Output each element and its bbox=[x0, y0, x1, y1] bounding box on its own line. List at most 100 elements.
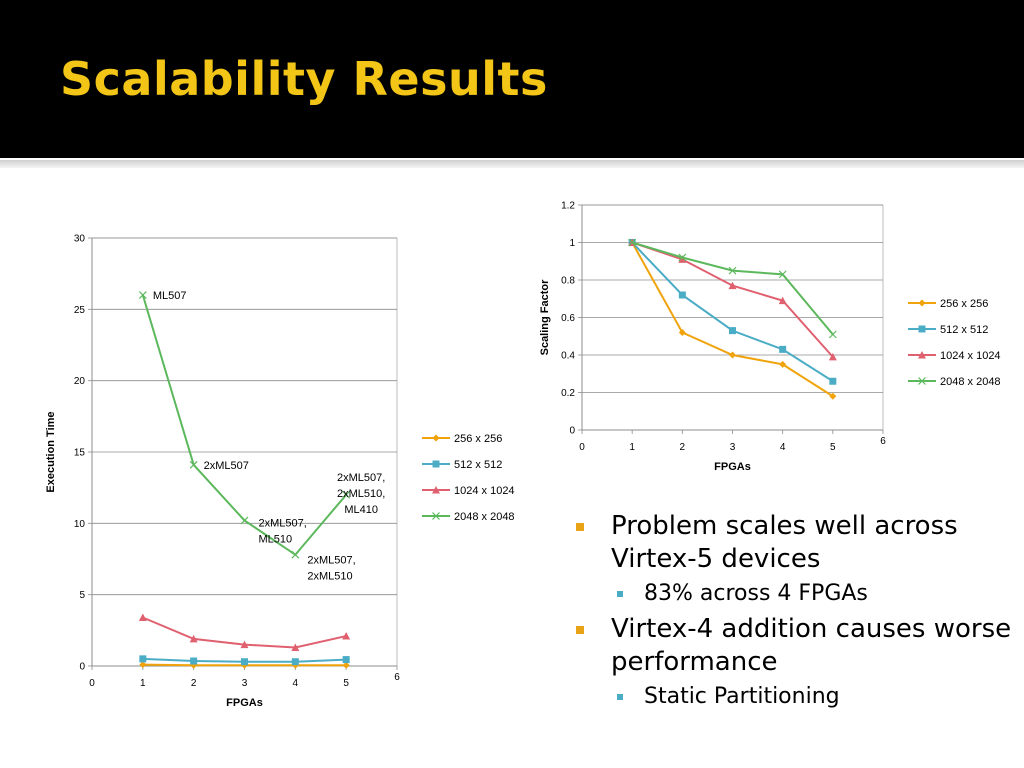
data-point bbox=[829, 392, 837, 400]
series-256x256 bbox=[139, 661, 350, 669]
header-divider bbox=[0, 160, 1024, 168]
data-annotation: 2xML507, bbox=[307, 555, 355, 567]
data-point bbox=[432, 434, 440, 442]
data-point bbox=[139, 655, 147, 663]
x-tick-label: 4 bbox=[293, 678, 299, 689]
x-tick-label: 5 bbox=[343, 678, 349, 689]
x-tick-label: 4 bbox=[780, 442, 786, 453]
x-axis-label: FPGAs bbox=[714, 461, 751, 473]
legend-entry: 512 x 512 bbox=[422, 459, 502, 471]
data-point bbox=[241, 658, 248, 666]
y-tick-label: 0 bbox=[79, 662, 85, 673]
y-tick-label: 25 bbox=[74, 305, 86, 316]
y-axis-label: Scaling Factor bbox=[539, 279, 551, 356]
data-point bbox=[628, 238, 637, 247]
data-point bbox=[240, 516, 249, 525]
x-tick-label: 6 bbox=[394, 672, 400, 683]
legend-label: 1024 x 1024 bbox=[940, 350, 1001, 362]
y-tick-label: 15 bbox=[74, 448, 86, 459]
series-2048x2048 bbox=[138, 291, 351, 559]
y-tick-label: 20 bbox=[74, 376, 86, 387]
sub-bullet-item: Static Partitioning bbox=[576, 682, 1016, 712]
data-annotation: 2xML510 bbox=[307, 571, 352, 583]
data-point bbox=[728, 266, 737, 275]
data-point bbox=[342, 661, 350, 669]
sub-bullet-square-icon bbox=[617, 591, 623, 597]
legend-label: 256 x 256 bbox=[454, 433, 502, 445]
y-tick-label: 10 bbox=[74, 519, 86, 530]
series-256x256 bbox=[628, 239, 837, 400]
legend-label: 512 x 512 bbox=[454, 459, 502, 471]
y-tick-label: 5 bbox=[79, 590, 85, 601]
legend-label: 1024 x 1024 bbox=[454, 485, 515, 497]
data-point bbox=[918, 299, 926, 307]
data-point bbox=[678, 329, 686, 336]
data-point bbox=[138, 291, 147, 299]
data-point bbox=[918, 377, 926, 385]
data-annotation: ML410 bbox=[344, 504, 378, 516]
series-1024x1024 bbox=[628, 238, 837, 361]
legend-label: 256 x 256 bbox=[940, 298, 988, 310]
data-point bbox=[291, 658, 299, 666]
data-point bbox=[432, 460, 440, 468]
y-tick-label: 0.2 bbox=[561, 388, 575, 399]
x-tick-label: 1 bbox=[629, 442, 635, 453]
x-tick-label: 1 bbox=[140, 678, 146, 689]
x-tick-label: 0 bbox=[579, 442, 585, 453]
data-point bbox=[779, 345, 787, 353]
data-point bbox=[828, 330, 837, 339]
bullet-square-icon bbox=[576, 523, 584, 531]
slide-title: Scalability Results bbox=[60, 52, 548, 106]
legend-label: 2048 x 2048 bbox=[454, 511, 515, 523]
data-point bbox=[291, 643, 300, 651]
data-point bbox=[189, 460, 198, 469]
data-point bbox=[728, 281, 737, 290]
data-point bbox=[778, 270, 787, 279]
data-point bbox=[828, 352, 837, 361]
legend-entry: 1024 x 1024 bbox=[908, 350, 1001, 362]
x-tick-label: 2 bbox=[680, 442, 686, 453]
data-point bbox=[918, 325, 926, 333]
x-tick-label: 5 bbox=[830, 442, 836, 453]
y-tick-label: 0.6 bbox=[561, 313, 575, 324]
x-tick-label: 0 bbox=[89, 678, 95, 689]
scaling-factor-chart: 0 0.2 0.4 0.6 0.8 1 1.2 0 1 2 3 4 5 6 FPGAs Scaling Fac… bbox=[539, 201, 1001, 474]
data-point bbox=[291, 661, 299, 669]
bullet-text: Virtex-4 addition causes worse performan… bbox=[611, 614, 1012, 677]
x-tick-label: 3 bbox=[730, 442, 736, 453]
series-2048x2048 bbox=[628, 238, 837, 339]
x-tick-label: 2 bbox=[191, 678, 197, 689]
data-point bbox=[241, 661, 248, 669]
bullet-text: Problem scales well across Virtex-5 devi… bbox=[611, 511, 958, 574]
sub-bullet-item: 83% across 4 FPGAs bbox=[576, 579, 1016, 609]
data-annotation: 2xML510, bbox=[337, 488, 385, 500]
series-line bbox=[141, 294, 347, 557]
legend-entry: 2048 x 2048 bbox=[908, 376, 1001, 388]
bullet-item: Problem scales well across Virtex-5 devi… bbox=[576, 510, 1016, 576]
data-point bbox=[729, 351, 736, 359]
series-line bbox=[631, 241, 834, 383]
data-point bbox=[918, 351, 926, 359]
y-tick-label: 0.4 bbox=[561, 351, 575, 362]
data-annotation: 2xML507, bbox=[337, 472, 385, 484]
data-annotation: 2xML507 bbox=[204, 460, 249, 472]
data-point bbox=[678, 255, 687, 263]
x-tick-label: 3 bbox=[242, 678, 248, 689]
data-annotation: ML507 bbox=[153, 290, 187, 302]
legend-label: 512 x 512 bbox=[940, 324, 988, 336]
series-1024x1024 bbox=[138, 613, 351, 651]
data-annotation: 2xML507, bbox=[259, 517, 307, 529]
legend-entry: 256 x 256 bbox=[422, 433, 502, 445]
data-point bbox=[190, 657, 198, 665]
y-tick-label: 30 bbox=[74, 234, 86, 245]
legend-entry: 256 x 256 bbox=[908, 298, 988, 310]
sub-bullet-text: 83% across 4 FPGAs bbox=[644, 581, 868, 606]
data-point bbox=[432, 512, 440, 520]
data-point bbox=[829, 377, 837, 385]
y-tick-label: 0.8 bbox=[561, 276, 575, 287]
x-axis-label: FPGAs bbox=[226, 697, 263, 709]
data-point bbox=[139, 661, 147, 669]
x-tick-label: 6 bbox=[880, 436, 886, 447]
data-point bbox=[189, 634, 198, 643]
data-point bbox=[432, 486, 440, 494]
